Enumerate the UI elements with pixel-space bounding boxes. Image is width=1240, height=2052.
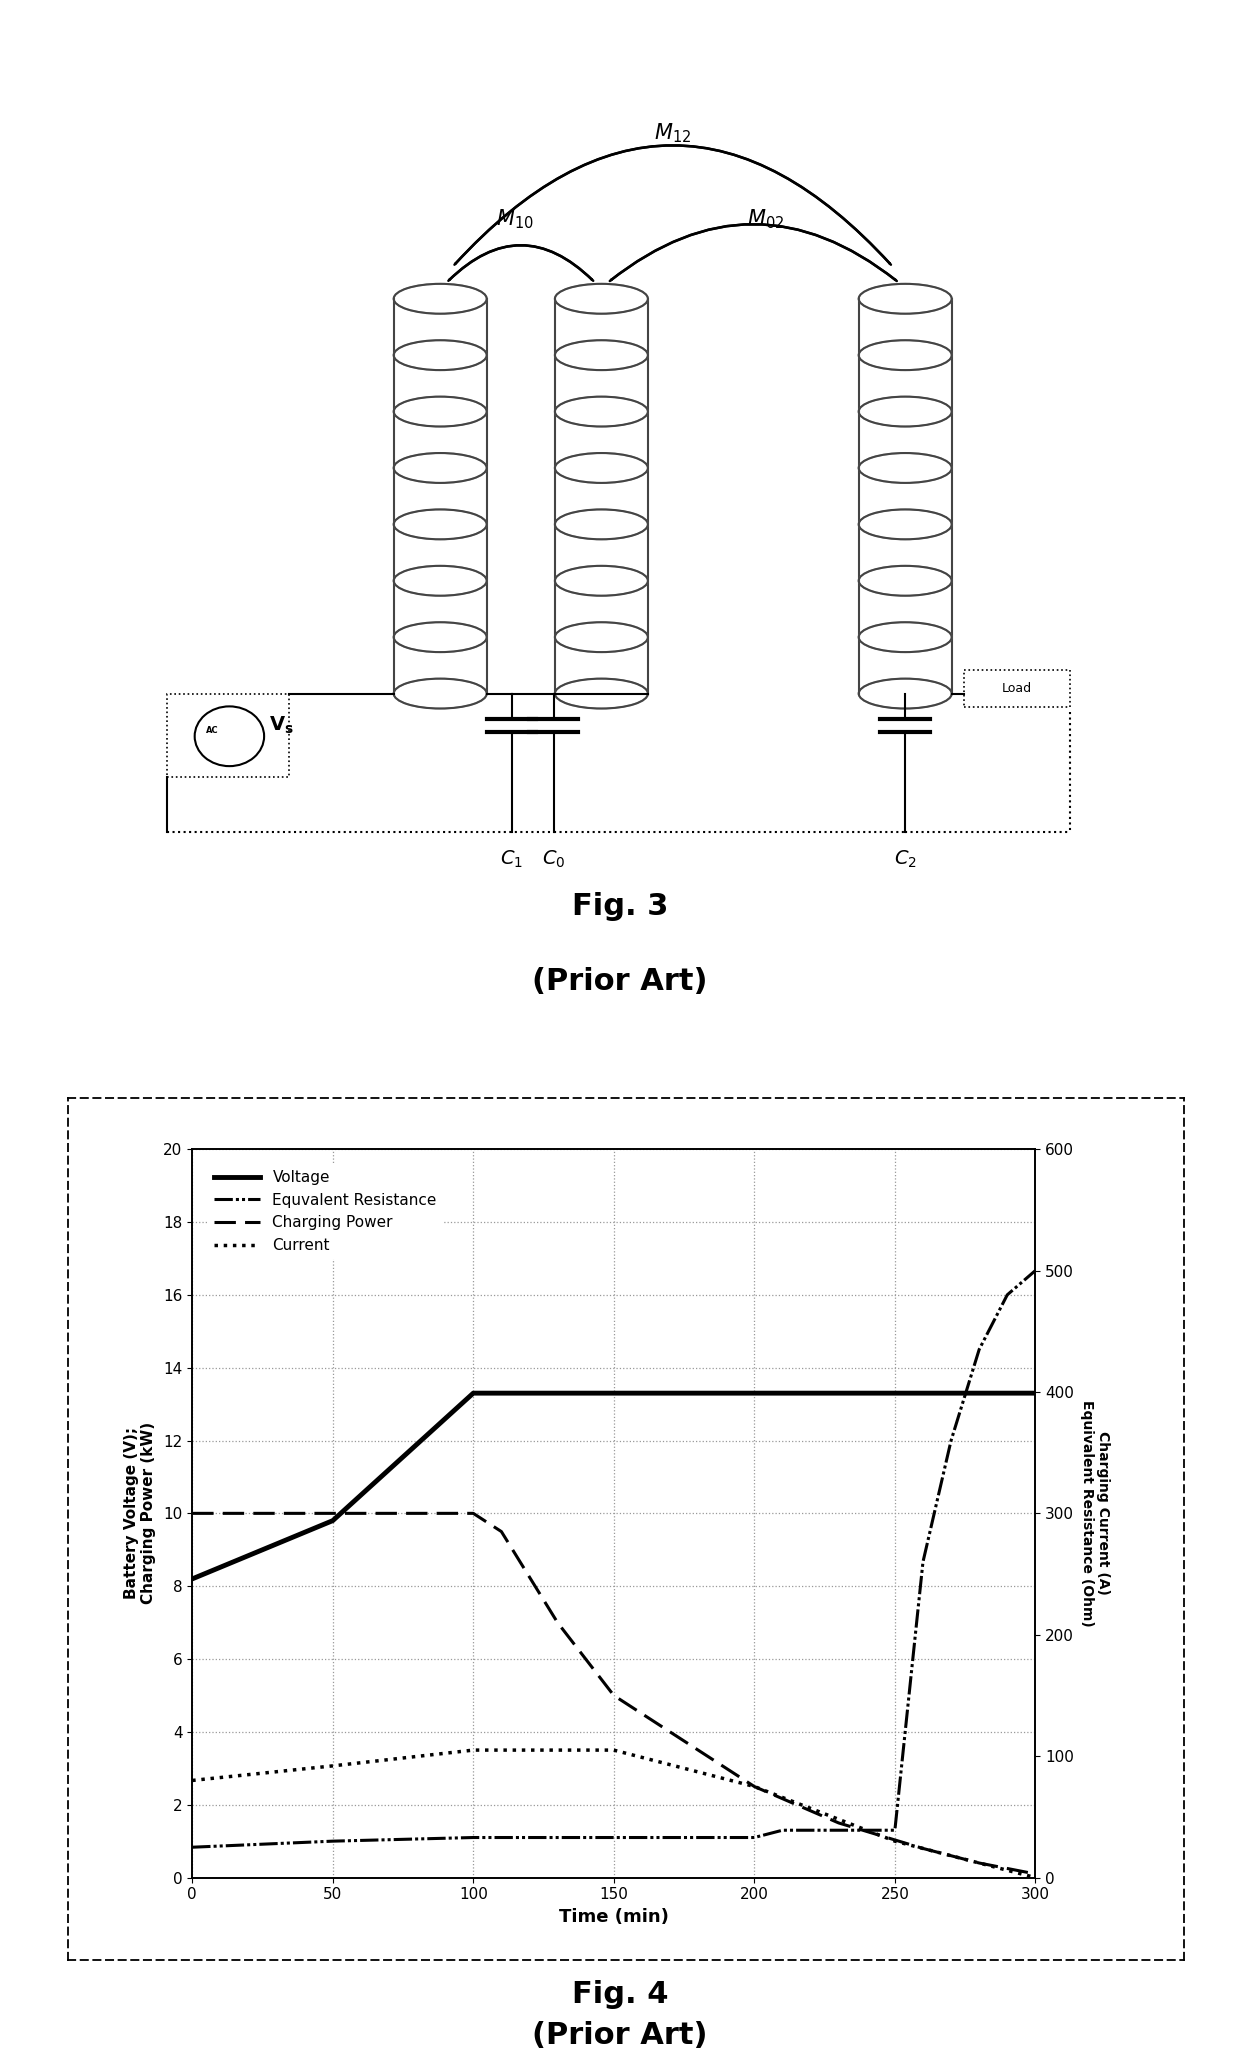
Equvalent Resistance <box>888 1818 903 1843</box>
Voltage <box>1028 1381 1043 1406</box>
Text: AC: AC <box>206 726 218 735</box>
Equvalent Resistance <box>944 1428 959 1453</box>
Text: $M_{02}$: $M_{02}$ <box>748 207 784 230</box>
Voltage <box>466 1381 481 1406</box>
Bar <box>167 694 289 778</box>
Charging Power <box>494 1518 508 1543</box>
Text: $C_0$: $C_0$ <box>542 847 565 870</box>
Text: (Prior Art): (Prior Art) <box>532 966 708 995</box>
FancyArrowPatch shape <box>455 146 890 265</box>
Y-axis label: Charging Current (A)
Equivalent Resistance (Ohm): Charging Current (A) Equivalent Resistan… <box>1080 1399 1110 1627</box>
Text: $C_1$: $C_1$ <box>500 847 523 870</box>
Equvalent Resistance <box>972 1338 987 1363</box>
Current <box>746 1775 761 1800</box>
Charging Power <box>972 1851 987 1876</box>
Text: $\mathbf{V_s}$: $\mathbf{V_s}$ <box>269 714 294 737</box>
Line: Charging Power: Charging Power <box>192 1514 1035 1873</box>
Charging Power <box>746 1775 761 1800</box>
Charging Power <box>551 1611 565 1635</box>
Line: Voltage: Voltage <box>192 1393 1035 1578</box>
Equvalent Resistance <box>999 1282 1014 1307</box>
Text: Fig. 4: Fig. 4 <box>572 1980 668 2009</box>
Voltage <box>888 1381 903 1406</box>
Current <box>606 1738 621 1763</box>
Text: Load: Load <box>1002 681 1032 696</box>
Charging Power <box>1028 1861 1043 1886</box>
Equvalent Resistance <box>185 1834 200 1859</box>
FancyArrowPatch shape <box>455 146 890 265</box>
FancyArrowPatch shape <box>611 224 897 281</box>
Text: $M_{10}$: $M_{10}$ <box>496 207 533 230</box>
X-axis label: Time (min): Time (min) <box>559 1908 668 1927</box>
Current <box>888 1828 903 1853</box>
Charging Power <box>466 1502 481 1527</box>
FancyArrowPatch shape <box>449 246 591 281</box>
Equvalent Resistance <box>915 1549 930 1574</box>
Text: $C_2$: $C_2$ <box>894 847 916 870</box>
FancyArrowPatch shape <box>610 224 895 281</box>
Text: $M_{12}$: $M_{12}$ <box>655 121 691 146</box>
Current <box>185 1769 200 1793</box>
Y-axis label: Battery Voltage (V);
Charging Power (kW): Battery Voltage (V); Charging Power (kW) <box>124 1422 156 1605</box>
Charging Power <box>606 1683 621 1707</box>
Current <box>325 1754 340 1779</box>
Current <box>1028 1865 1043 1890</box>
Bar <box>965 669 1069 706</box>
Current <box>466 1738 481 1763</box>
Equvalent Resistance <box>325 1828 340 1853</box>
Equvalent Resistance <box>1028 1258 1043 1282</box>
Charging Power <box>325 1502 340 1527</box>
Line: Current: Current <box>192 1750 1035 1878</box>
Charging Power <box>662 1720 677 1744</box>
Voltage <box>325 1508 340 1533</box>
FancyArrowPatch shape <box>450 246 593 281</box>
Equvalent Resistance <box>606 1824 621 1849</box>
Legend: Voltage, Equvalent Resistance, Charging Power, Current: Voltage, Equvalent Resistance, Charging … <box>208 1163 443 1260</box>
Voltage <box>185 1566 200 1590</box>
Charging Power <box>185 1502 200 1527</box>
Equvalent Resistance <box>775 1818 790 1843</box>
Equvalent Resistance <box>746 1824 761 1849</box>
Charging Power <box>831 1810 846 1834</box>
Text: (Prior Art): (Prior Art) <box>532 2021 708 2050</box>
Line: Equvalent Resistance: Equvalent Resistance <box>192 1270 1035 1847</box>
Charging Power <box>915 1837 930 1861</box>
Equvalent Resistance <box>466 1824 481 1849</box>
Voltage <box>746 1381 761 1406</box>
Text: Fig. 3: Fig. 3 <box>572 893 668 921</box>
Voltage <box>606 1381 621 1406</box>
